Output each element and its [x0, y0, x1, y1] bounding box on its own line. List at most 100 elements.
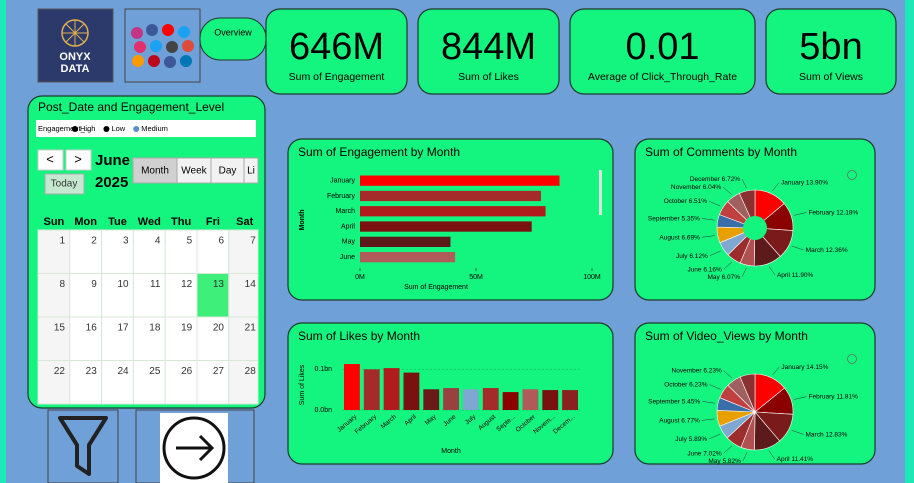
calendar-day[interactable]	[228, 273, 259, 318]
calendar-day[interactable]	[69, 316, 103, 361]
calendar-date[interactable]: 5	[187, 236, 193, 247]
kpi-label: Average of Click_Through_Rate	[588, 71, 737, 83]
today-button[interactable]	[44, 173, 85, 195]
slice-label: March 12.83%	[806, 431, 848, 438]
calendar-day[interactable]	[69, 273, 103, 318]
calendar-date[interactable]: 23	[86, 366, 98, 377]
calendar-day[interactable]	[164, 360, 198, 405]
slice-label: March 12.36%	[806, 247, 848, 254]
next-label[interactable]: >	[74, 151, 82, 166]
slice-label: June 6.16%	[687, 266, 722, 273]
prev-label[interactable]: <	[46, 151, 54, 166]
slice-label: August 6.69%	[659, 234, 700, 241]
calendar-day[interactable]	[228, 360, 259, 405]
view-label[interactable]: Li	[247, 166, 255, 177]
calendar-day[interactable]	[101, 273, 134, 318]
kpi-value: 646M	[289, 26, 384, 68]
calendar-date[interactable]: 7	[250, 236, 256, 247]
calendar-date[interactable]: 22	[54, 366, 66, 377]
calendar-date[interactable]: 11	[150, 279, 161, 290]
slice-category: February	[809, 393, 836, 400]
slice-value: 6.69%	[681, 234, 700, 241]
slice-value: 6.77%	[681, 417, 700, 424]
calendar-date[interactable]: 2	[91, 236, 97, 247]
calendar-date[interactable]: 15	[54, 323, 66, 334]
calendar-day[interactable]	[37, 360, 71, 405]
next-button[interactable]	[65, 149, 92, 171]
kpi-card	[417, 8, 560, 95]
leader-line	[709, 433, 721, 440]
calendar-date[interactable]: 6	[218, 236, 224, 247]
calendar-day[interactable]	[37, 316, 71, 361]
calendar-day[interactable]	[69, 360, 103, 405]
slice-value: 6.72%	[722, 176, 741, 183]
view-button[interactable]	[210, 157, 245, 184]
weekday-label: Sat	[236, 216, 253, 228]
calendar-day[interactable]	[37, 229, 71, 274]
calendar-day[interactable]	[196, 229, 230, 274]
slice-category: June	[687, 450, 701, 457]
calendar-date[interactable]: 1	[59, 236, 65, 247]
kpi-label: Sum of Engagement	[289, 71, 385, 83]
calendar-date[interactable]: 18	[149, 323, 161, 334]
arrow-icon[interactable]	[162, 416, 226, 480]
arrow-icon[interactable]	[176, 434, 215, 462]
slice-label: January 13.90%	[781, 179, 828, 186]
slice-label: November 6.04%	[671, 184, 721, 191]
calendar-date[interactable]: 28	[245, 366, 257, 377]
slice-category: December	[690, 176, 721, 183]
y-tick-label: 0.0bn	[314, 407, 332, 414]
calendar-date[interactable]: 20	[213, 323, 225, 334]
calendar-day[interactable]	[101, 360, 134, 405]
view-button[interactable]	[243, 157, 259, 184]
calendar-day[interactable]	[132, 229, 166, 274]
view-label[interactable]: Week	[181, 166, 207, 177]
calendar-day[interactable]	[228, 229, 259, 274]
calendar-day[interactable]	[37, 273, 71, 318]
weekday-label: Sun	[44, 216, 65, 228]
slice-value: 6.23%	[703, 367, 722, 374]
calendar-day[interactable]	[101, 316, 134, 361]
calendar-day[interactable]	[196, 273, 230, 318]
prev-button[interactable]	[37, 149, 64, 171]
calendar-day[interactable]	[164, 229, 198, 274]
slice-label: August 6.77%	[659, 417, 700, 424]
calendar-date[interactable]: 21	[245, 323, 257, 334]
chart-title: Sum of Engagement by Month	[298, 145, 460, 159]
calendar-day[interactable]	[101, 229, 134, 274]
calendar-date[interactable]: 26	[181, 366, 193, 377]
view-label[interactable]: Day	[219, 166, 237, 177]
overview-label[interactable]: Overview	[214, 27, 252, 37]
x-tick-label: 50M	[469, 274, 483, 281]
calendar-date[interactable]: 24	[117, 366, 129, 377]
calendar-date[interactable]: 4	[155, 236, 161, 247]
slice-value: 5.45%	[682, 398, 701, 405]
bar	[360, 206, 546, 217]
calendar-date[interactable]: 27	[213, 366, 225, 377]
calendar-date[interactable]: 16	[86, 323, 98, 334]
slice-value: 5.35%	[682, 215, 701, 222]
leader-line	[723, 261, 733, 270]
filter-icon[interactable]	[58, 416, 108, 476]
overview-button[interactable]	[199, 17, 267, 61]
calendar-date[interactable]: 19	[181, 323, 193, 334]
slice-category: January	[781, 179, 805, 186]
leader-line	[742, 452, 748, 462]
calendar-date[interactable]: 12	[181, 279, 193, 290]
calendar-date[interactable]: 9	[91, 279, 97, 290]
calendar-day[interactable]	[132, 316, 166, 361]
calendar-date[interactable]: 8	[59, 279, 65, 290]
calendar-date[interactable]: 3	[123, 236, 129, 247]
leader-line	[722, 186, 732, 195]
today-label[interactable]: Today	[51, 179, 78, 190]
calendar-day[interactable]	[69, 229, 103, 274]
view-label[interactable]: Month	[141, 166, 169, 177]
calendar-date[interactable]: 17	[117, 323, 129, 334]
donut-hole	[743, 216, 767, 240]
slice-label: January 14.15%	[781, 364, 828, 371]
calendar-date[interactable]: 25	[149, 366, 161, 377]
calendar-date[interactable]: 10	[117, 279, 129, 290]
calendar-date[interactable]: 13	[213, 279, 225, 290]
calendar-date[interactable]: 14	[245, 279, 257, 290]
